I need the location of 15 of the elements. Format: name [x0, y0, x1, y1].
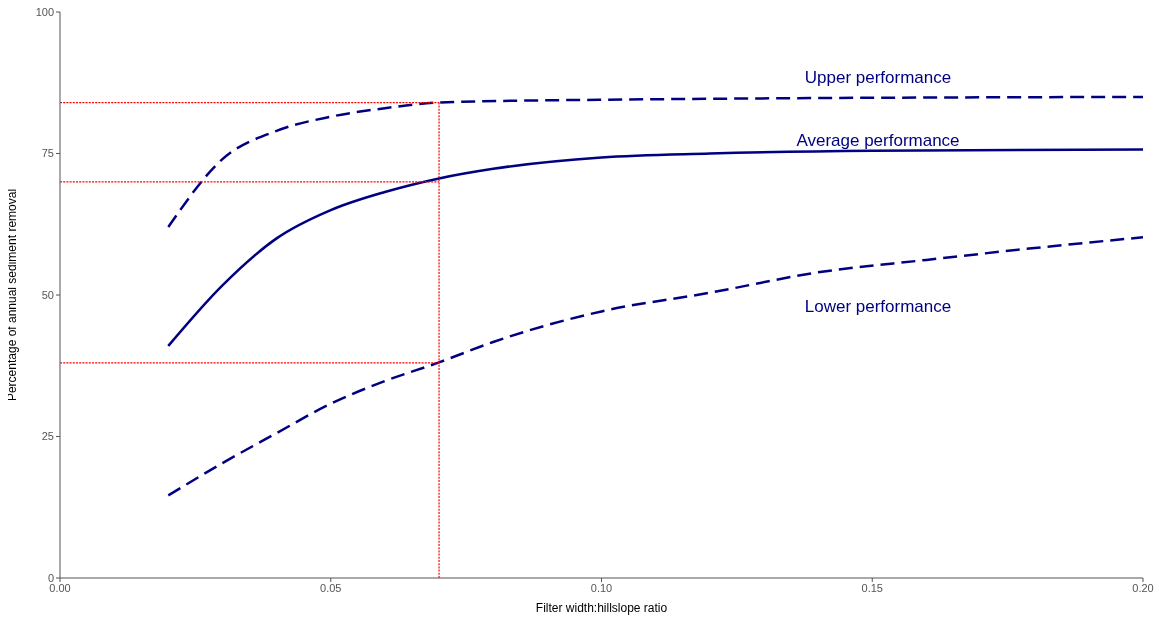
y-tick-label: 50 [41, 288, 54, 301]
annotation: Average performance [795, 131, 961, 151]
annotation: Upper performance [803, 68, 953, 88]
annotation: Lower performance [803, 297, 953, 317]
x-tick-label: 0.00 [49, 581, 71, 594]
y-tick-label: 25 [41, 430, 54, 443]
x-tick-label: 0.10 [590, 581, 613, 594]
y-tick-label: 100 [35, 5, 54, 18]
x-axis-title: Filter width:hillslope ratio [535, 601, 668, 615]
y-tick-label: 75 [41, 147, 54, 160]
y-axis-title: Percentage of annual sediment removal [5, 188, 20, 402]
x-tick-label: 0.20 [1132, 581, 1154, 594]
y-tick-label: 0 [47, 571, 54, 584]
x-tick-label: 0.05 [320, 581, 342, 594]
x-tick-label: 0.15 [861, 581, 883, 594]
